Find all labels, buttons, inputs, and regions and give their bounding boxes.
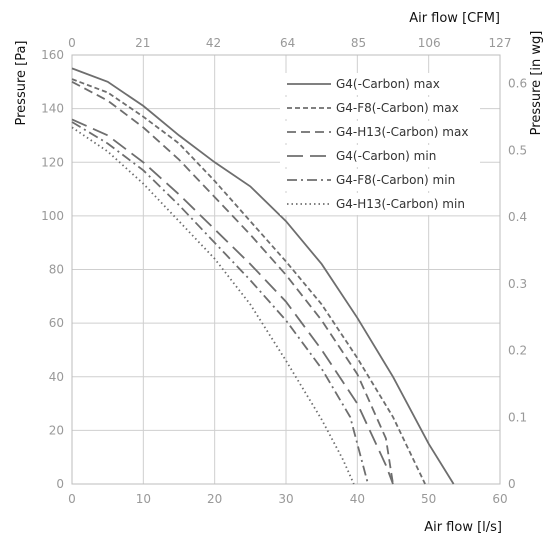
x-tick-label: 30 — [278, 492, 293, 506]
legend-item-background — [280, 121, 480, 143]
y2-tick-label: 0.1 — [508, 410, 527, 424]
series-line-g4-f8-carbon-max — [71, 78, 426, 485]
y2-tick-label: 0.5 — [508, 143, 527, 157]
legend-label-g4-h13-carbon-min: G4-H13(-Carbon) min — [336, 197, 465, 211]
legend-item-background — [280, 145, 480, 167]
legend: G4(-Carbon) max G4-F8(-Carbon) max G4-H13(… — [280, 73, 480, 215]
legend-label-g4-carbon-max: G4(-Carbon) max — [336, 77, 440, 91]
series-line-g4-h13-carbon-max — [71, 81, 394, 485]
x2-tick-label: 85 — [351, 36, 366, 50]
x-tick-label: 0 — [68, 492, 76, 506]
x-tick-label: 20 — [207, 492, 222, 506]
y2-tick-label: 0.4 — [508, 210, 527, 224]
y-axis-title: Pressure [Pa] — [14, 40, 29, 125]
y-tick-label: 160 — [41, 48, 64, 62]
x2-tick-label: 106 — [418, 36, 441, 50]
x2-tick-label: 42 — [206, 36, 221, 50]
legend-label-g4-carbon-min: G4(-Carbon) min — [336, 149, 436, 163]
y-tick-label: 0 — [56, 477, 64, 491]
x-tick-label: 60 — [492, 492, 507, 506]
x2-tick-label: 127 — [489, 36, 512, 50]
y-tick-label: 120 — [41, 155, 64, 169]
legend-item-background — [280, 193, 480, 215]
plot-border — [71, 54, 501, 485]
x2-tick-label: 0 — [68, 36, 76, 50]
series-line-g4-carbon-min — [71, 118, 394, 485]
x-axis-title: Air flow [l/s] — [424, 520, 502, 535]
legend-item-background — [280, 97, 480, 119]
x-tick-label: 40 — [350, 492, 365, 506]
y-tick-label: 60 — [49, 316, 64, 330]
y2-tick-label: 0.3 — [508, 277, 527, 291]
y-tick-label: 80 — [49, 263, 64, 277]
x2-axis-title: Air flow [CFM] — [409, 11, 500, 26]
legend-item-background — [280, 169, 480, 191]
legend-label-g4-f8-carbon-min: G4-F8(-Carbon) min — [336, 173, 455, 187]
x-tick-label: 10 — [136, 492, 151, 506]
legend-label-g4-h13-carbon-max: G4-H13(-Carbon) max — [336, 125, 468, 139]
x2-tick-label: 21 — [135, 36, 150, 50]
y2-tick-label: 0 — [508, 477, 516, 491]
y-tick-label: 40 — [49, 370, 64, 384]
legend-label-g4-f8-carbon-max: G4-F8(-Carbon) max — [336, 101, 459, 115]
series-line-g4-f8-carbon-min — [71, 121, 369, 485]
series-line-g4-h13-carbon-min — [71, 126, 355, 485]
y-tick-label: 20 — [49, 423, 64, 437]
x-tick-label: 50 — [421, 492, 436, 506]
grid — [72, 55, 500, 484]
series-lines — [71, 67, 455, 485]
legend-item-background — [280, 73, 480, 95]
series-line-g4-carbon-max — [71, 67, 455, 485]
x2-tick-label: 64 — [280, 36, 295, 50]
y2-tick-label: 0.6 — [508, 77, 527, 91]
y-tick-label: 100 — [41, 209, 64, 223]
plot-frame — [71, 54, 501, 485]
y2-tick-label: 0.2 — [508, 344, 527, 358]
y-tick-label: 140 — [41, 102, 64, 116]
y2-axis-title: Pressure [in wg] — [529, 31, 544, 136]
